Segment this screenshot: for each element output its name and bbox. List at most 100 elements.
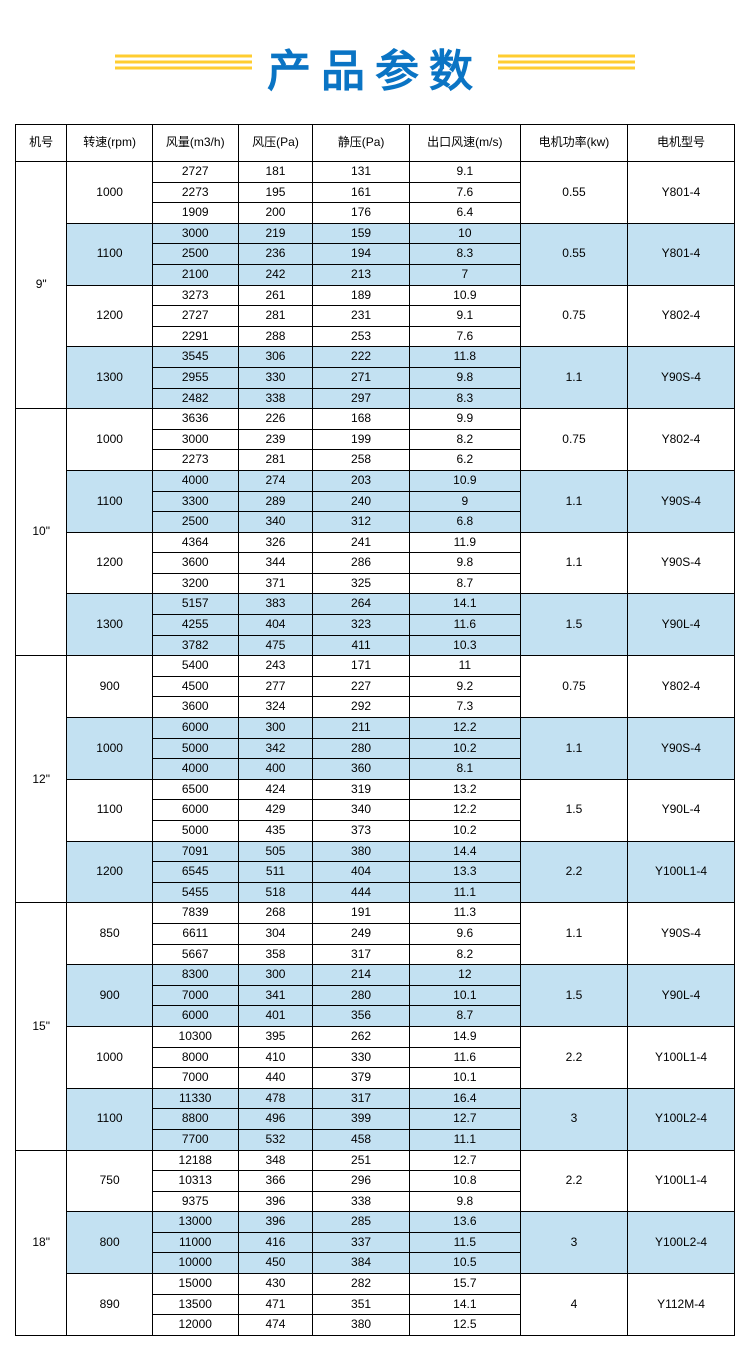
cell-value: 396 bbox=[238, 1191, 313, 1212]
cell-value: 214 bbox=[313, 965, 409, 986]
cell-size: 12" bbox=[16, 656, 67, 903]
cell-value: 10 bbox=[409, 223, 520, 244]
cell-value: 6000 bbox=[152, 1006, 238, 1027]
cell-size: 10" bbox=[16, 409, 67, 656]
cell-value: 319 bbox=[313, 779, 409, 800]
cell-model: Y90S-4 bbox=[627, 903, 734, 965]
cell-value: 10.5 bbox=[409, 1253, 520, 1274]
cell-value: 12.7 bbox=[409, 1109, 520, 1130]
cell-value: 2482 bbox=[152, 388, 238, 409]
cell-model: Y90L-4 bbox=[627, 594, 734, 656]
cell-value: 10.1 bbox=[409, 985, 520, 1006]
cell-power: 3 bbox=[520, 1088, 627, 1150]
cell-value: 444 bbox=[313, 882, 409, 903]
cell-value: 348 bbox=[238, 1150, 313, 1171]
cell-value: 7.6 bbox=[409, 182, 520, 203]
cell-value: 2500 bbox=[152, 244, 238, 265]
cell-rpm: 1200 bbox=[67, 532, 153, 594]
cell-value: 288 bbox=[238, 326, 313, 347]
cell-value: 15.7 bbox=[409, 1274, 520, 1295]
cell-rpm: 1300 bbox=[67, 347, 153, 409]
cell-value: 203 bbox=[313, 470, 409, 491]
cell-value: 171 bbox=[313, 656, 409, 677]
table-row: 1300515738326414.11.5Y90L-4 bbox=[16, 594, 735, 615]
cell-value: 380 bbox=[313, 1315, 409, 1336]
cell-power: 1.5 bbox=[520, 965, 627, 1027]
cell-value: 440 bbox=[238, 1068, 313, 1089]
cell-value: 306 bbox=[238, 347, 313, 368]
cell-power: 1.5 bbox=[520, 779, 627, 841]
cell-value: 12 bbox=[409, 965, 520, 986]
parameters-table: 机号转速(rpm)风量(m3/h)风压(Pa)静压(Pa)出口风速(m/s)电机… bbox=[15, 124, 735, 1336]
table-row: 18"7501218834825112.72.2Y100L1-4 bbox=[16, 1150, 735, 1171]
cell-power: 2.2 bbox=[520, 841, 627, 903]
cell-value: 7.6 bbox=[409, 326, 520, 347]
cell-value: 384 bbox=[313, 1253, 409, 1274]
table-row: 8001300039628513.63Y100L2-4 bbox=[16, 1212, 735, 1233]
cell-value: 189 bbox=[313, 285, 409, 306]
cell-power: 1.1 bbox=[520, 718, 627, 780]
cell-value: 3636 bbox=[152, 409, 238, 430]
table-row: 1300354530622211.81.1Y90S-4 bbox=[16, 347, 735, 368]
cell-rpm: 1000 bbox=[67, 409, 153, 471]
cell-model: Y90S-4 bbox=[627, 470, 734, 532]
cell-value: 325 bbox=[313, 573, 409, 594]
cell-value: 2727 bbox=[152, 162, 238, 183]
cell-value: 11.5 bbox=[409, 1232, 520, 1253]
cell-value: 6.8 bbox=[409, 512, 520, 533]
cell-value: 496 bbox=[238, 1109, 313, 1130]
cell-value: 239 bbox=[238, 429, 313, 450]
cell-value: 222 bbox=[313, 347, 409, 368]
cell-value: 2727 bbox=[152, 306, 238, 327]
cell-value: 264 bbox=[313, 594, 409, 615]
cell-value: 7.3 bbox=[409, 697, 520, 718]
cell-value: 8.1 bbox=[409, 759, 520, 780]
cell-value: 14.1 bbox=[409, 594, 520, 615]
cell-rpm: 900 bbox=[67, 965, 153, 1027]
cell-value: 13.6 bbox=[409, 1212, 520, 1233]
cell-value: 236 bbox=[238, 244, 313, 265]
cell-value: 8.3 bbox=[409, 244, 520, 265]
cell-value: 159 bbox=[313, 223, 409, 244]
cell-value: 6.4 bbox=[409, 203, 520, 224]
cell-rpm: 850 bbox=[67, 903, 153, 965]
cell-rpm: 1100 bbox=[67, 1088, 153, 1150]
table-row: 9008300300214121.5Y90L-4 bbox=[16, 965, 735, 986]
cell-value: 3600 bbox=[152, 553, 238, 574]
cell-value: 226 bbox=[238, 409, 313, 430]
cell-value: 1909 bbox=[152, 203, 238, 224]
cell-value: 304 bbox=[238, 923, 313, 944]
cell-value: 176 bbox=[313, 203, 409, 224]
cell-value: 13.2 bbox=[409, 779, 520, 800]
cell-value: 478 bbox=[238, 1088, 313, 1109]
cell-power: 0.55 bbox=[520, 162, 627, 224]
cell-value: 249 bbox=[313, 923, 409, 944]
cell-size: 18" bbox=[16, 1150, 67, 1335]
cell-value: 227 bbox=[313, 676, 409, 697]
cell-value: 3000 bbox=[152, 223, 238, 244]
cell-value: 379 bbox=[313, 1068, 409, 1089]
cell-value: 358 bbox=[238, 944, 313, 965]
cell-value: 2291 bbox=[152, 326, 238, 347]
cell-value: 253 bbox=[313, 326, 409, 347]
cell-value: 280 bbox=[313, 738, 409, 759]
cell-model: Y100L2-4 bbox=[627, 1212, 734, 1274]
cell-value: 12.2 bbox=[409, 800, 520, 821]
cell-value: 281 bbox=[238, 450, 313, 471]
cell-value: 10.8 bbox=[409, 1171, 520, 1192]
cell-value: 9.6 bbox=[409, 923, 520, 944]
cell-model: Y112M-4 bbox=[627, 1274, 734, 1336]
cell-value: 14.4 bbox=[409, 841, 520, 862]
cell-value: 10300 bbox=[152, 1026, 238, 1047]
cell-value: 9.8 bbox=[409, 1191, 520, 1212]
cell-value: 181 bbox=[238, 162, 313, 183]
cell-power: 3 bbox=[520, 1212, 627, 1274]
cell-value: 296 bbox=[313, 1171, 409, 1192]
cell-value: 251 bbox=[313, 1150, 409, 1171]
cell-value: 297 bbox=[313, 388, 409, 409]
cell-value: 8000 bbox=[152, 1047, 238, 1068]
cell-value: 4000 bbox=[152, 470, 238, 491]
cell-value: 168 bbox=[313, 409, 409, 430]
cell-value: 326 bbox=[238, 532, 313, 553]
cell-power: 1.1 bbox=[520, 532, 627, 594]
